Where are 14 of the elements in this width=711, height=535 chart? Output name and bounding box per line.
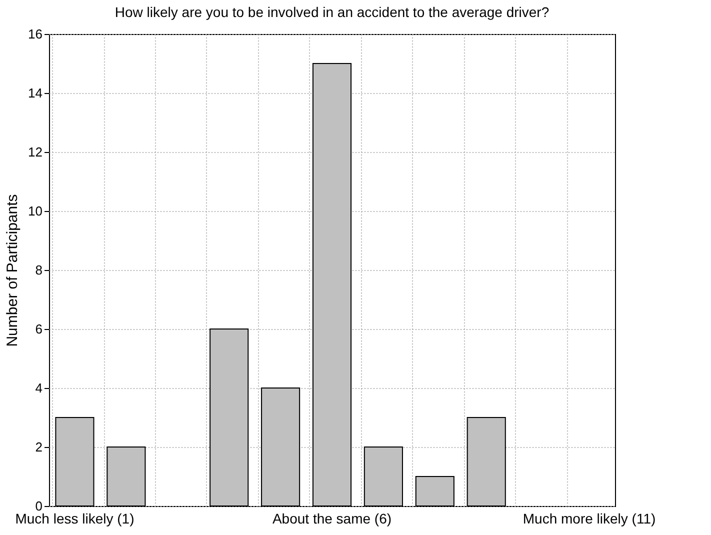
- y-tick-label: 16: [28, 26, 42, 42]
- y-tick-label: 4: [35, 380, 42, 396]
- x-tick-label: About the same (6): [272, 510, 392, 526]
- y-tick-label: 2: [35, 440, 42, 454]
- x-tick-label: Much more likely (11): [522, 510, 656, 526]
- y-tick-label: 10: [28, 204, 42, 218]
- x-tick-label: Much less likely (1): [15, 510, 134, 526]
- y-tick-label: 0: [35, 498, 42, 514]
- chart-title: How likely are you to be involved in an accident to the average driver?: [114, 4, 550, 20]
- y-tick-label: 8: [35, 262, 42, 278]
- y-tick-label: 12: [28, 144, 42, 160]
- y-tick-label: 6: [35, 322, 42, 336]
- y-axis-title: Number of Participants: [4, 194, 22, 347]
- y-tick-label: 14: [28, 86, 42, 100]
